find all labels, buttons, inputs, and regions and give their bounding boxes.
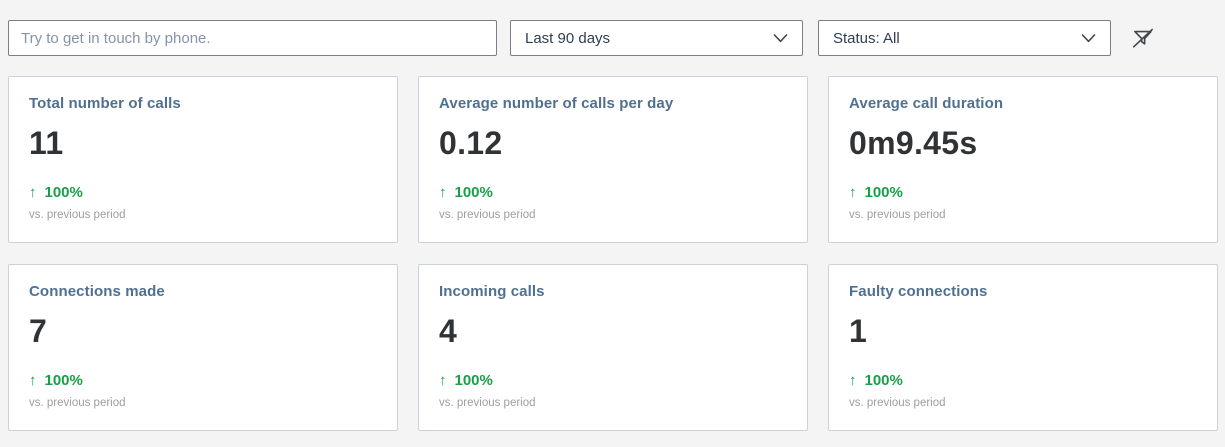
chevron-down-icon bbox=[1081, 33, 1096, 42]
card-incoming-calls: Incoming calls 4 ↑ 100% vs. previous per… bbox=[418, 264, 808, 431]
delta-percent: 100% bbox=[44, 184, 83, 201]
card-value: 11 bbox=[29, 125, 64, 161]
search-input[interactable] bbox=[8, 20, 497, 56]
card-avg-calls-per-day: Average number of calls per day 0.12 ↑ 1… bbox=[418, 76, 808, 243]
card-title: Total number of calls bbox=[29, 95, 181, 112]
arrow-up-icon: ↑ bbox=[29, 184, 37, 201]
chevron-down-icon bbox=[773, 33, 788, 42]
card-title: Incoming calls bbox=[439, 283, 545, 300]
card-connections-made: Connections made 7 ↑ 100% vs. previous p… bbox=[8, 264, 398, 431]
comparison-label: vs. previous period bbox=[439, 397, 536, 409]
arrow-up-icon: ↑ bbox=[439, 372, 447, 389]
filter-toolbar: Last 90 days Status: All bbox=[8, 20, 1218, 56]
arrow-up-icon: ↑ bbox=[439, 184, 447, 201]
period-filter-dropdown[interactable]: Last 90 days bbox=[510, 20, 803, 56]
card-value: 1 bbox=[849, 313, 868, 349]
comparison-label: vs. previous period bbox=[849, 397, 946, 409]
delta-percent: 100% bbox=[44, 372, 83, 389]
arrow-up-icon: ↑ bbox=[849, 372, 857, 389]
filter-off-icon bbox=[1132, 28, 1153, 48]
card-delta: ↑ 100% bbox=[439, 184, 787, 201]
card-value: 0.12 bbox=[439, 125, 503, 161]
delta-percent: 100% bbox=[454, 372, 493, 389]
card-delta: ↑ 100% bbox=[29, 372, 377, 389]
comparison-label: vs. previous period bbox=[29, 209, 126, 221]
kpi-card-grid: Total number of calls 11 ↑ 100% vs. prev… bbox=[8, 76, 1218, 431]
card-total-calls: Total number of calls 11 ↑ 100% vs. prev… bbox=[8, 76, 398, 243]
card-title: Faulty connections bbox=[849, 283, 988, 300]
arrow-up-icon: ↑ bbox=[29, 372, 37, 389]
card-delta: ↑ 100% bbox=[849, 372, 1197, 389]
card-value: 7 bbox=[29, 313, 48, 349]
delta-percent: 100% bbox=[864, 184, 903, 201]
card-title: Average call duration bbox=[849, 95, 1004, 112]
delta-percent: 100% bbox=[864, 372, 903, 389]
delta-percent: 100% bbox=[454, 184, 493, 201]
card-delta: ↑ 100% bbox=[849, 184, 1197, 201]
comparison-label: vs. previous period bbox=[849, 209, 946, 221]
card-title: Connections made bbox=[29, 283, 165, 300]
clear-filters-button[interactable] bbox=[1129, 24, 1157, 52]
card-delta: ↑ 100% bbox=[29, 184, 377, 201]
status-filter-value: Status: All bbox=[833, 29, 900, 47]
card-title: Average number of calls per day bbox=[439, 95, 674, 112]
card-value: 4 bbox=[439, 313, 458, 349]
card-delta: ↑ 100% bbox=[439, 372, 787, 389]
status-filter-dropdown[interactable]: Status: All bbox=[818, 20, 1111, 56]
arrow-up-icon: ↑ bbox=[849, 184, 857, 201]
period-filter-value: Last 90 days bbox=[525, 29, 611, 47]
card-faulty-connections: Faulty connections 1 ↑ 100% vs. previous… bbox=[828, 264, 1218, 431]
comparison-label: vs. previous period bbox=[29, 397, 126, 409]
card-value: 0m9.45s bbox=[849, 125, 978, 161]
comparison-label: vs. previous period bbox=[439, 209, 536, 221]
card-avg-call-duration: Average call duration 0m9.45s ↑ 100% vs.… bbox=[828, 76, 1218, 243]
